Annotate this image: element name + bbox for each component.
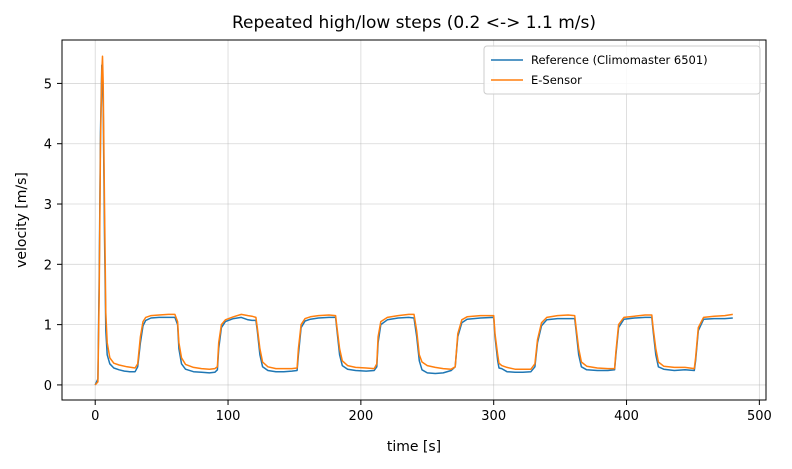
y-tick-label: 5 — [44, 77, 52, 92]
series-line-reference — [94, 64, 733, 386]
x-tick-label: 0 — [91, 409, 99, 424]
legend-label-e-sensor: E-Sensor — [531, 73, 582, 87]
y-axis-label: velocity [m/s] — [14, 172, 30, 268]
series-group — [94, 55, 733, 386]
x-axis-label: time [s] — [387, 439, 441, 455]
x-tick-label: 200 — [348, 409, 373, 424]
grid-lines — [62, 40, 766, 400]
chart-title: Repeated high/low steps (0.2 <-> 1.1 m/s… — [232, 13, 596, 33]
x-tick-label: 500 — [747, 409, 772, 424]
plot-frame — [61, 39, 767, 401]
legend: Reference (Climomaster 6501) E-Sensor — [483, 45, 761, 95]
series-line-e-sensor — [94, 55, 733, 386]
y-tick-label: 1 — [44, 319, 52, 334]
y-tick-label: 3 — [44, 198, 52, 213]
y-tick-label: 2 — [44, 258, 52, 273]
x-tick-label: 100 — [216, 409, 241, 424]
y-axis-ticks: 0 1 2 3 4 5 — [44, 77, 62, 394]
y-tick-label: 4 — [44, 138, 52, 153]
x-tick-label: 300 — [481, 409, 506, 424]
x-tick-label: 400 — [614, 409, 639, 424]
y-tick-label: 0 — [44, 379, 52, 394]
x-axis-ticks: 0 100 200 300 400 500 — [91, 400, 772, 424]
legend-label-reference: Reference (Climomaster 6501) — [531, 53, 708, 67]
legend-box — [483, 45, 761, 95]
